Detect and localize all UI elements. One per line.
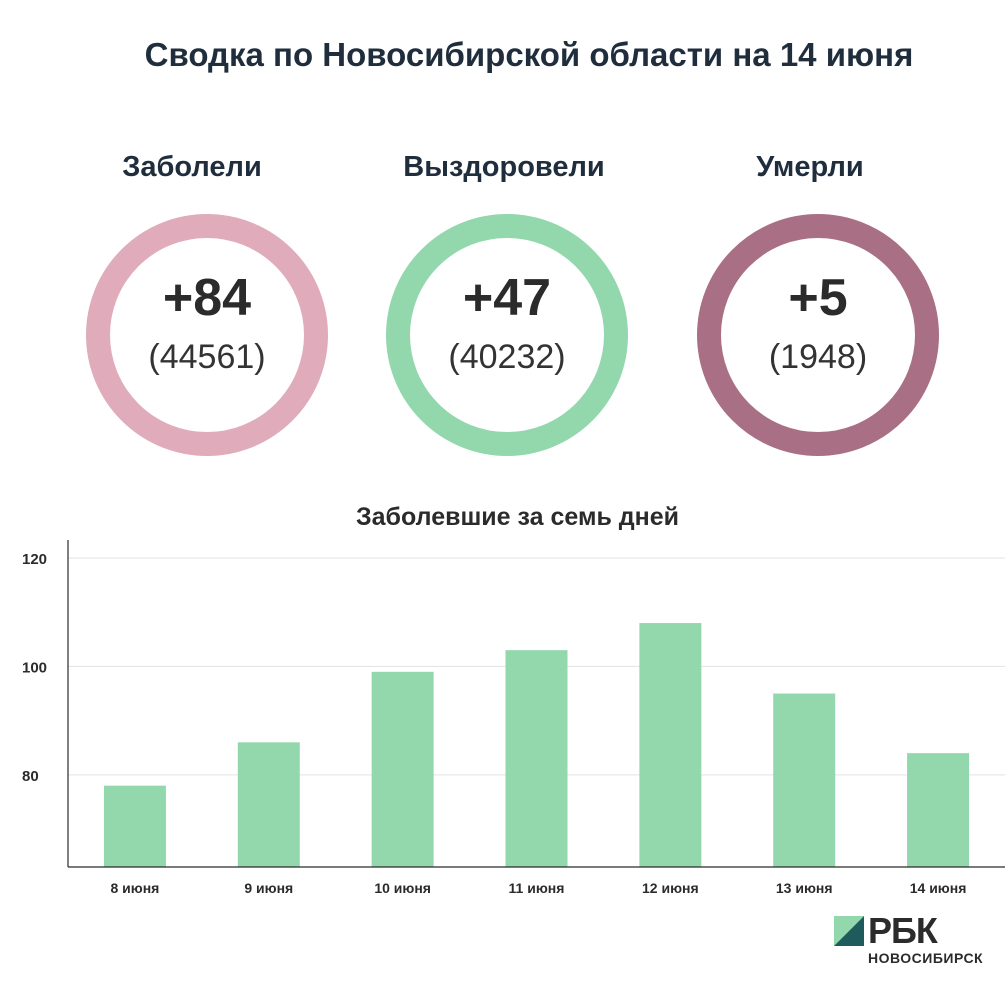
stat-infected: Заболели	[62, 145, 322, 195]
rbc-logo: РБК НОВОСИБИРСК	[834, 910, 999, 974]
x-tick-label: 10 июня	[374, 880, 431, 896]
infected-ring: +84 (44561)	[86, 214, 328, 456]
deaths-delta: +5	[788, 269, 848, 327]
infected-total: (44561)	[148, 338, 266, 376]
bar	[505, 650, 568, 867]
bar	[103, 785, 166, 867]
y-tick-label: 80	[22, 768, 39, 785]
x-tick-label: 11 июня	[509, 880, 565, 896]
bar	[639, 623, 702, 867]
x-tick-label: 8 июня	[110, 880, 159, 896]
x-tick-label: 9 июня	[244, 880, 293, 896]
stat-recovered: Выздоровели	[374, 145, 634, 195]
infected-delta: +84	[162, 269, 252, 327]
recovered-delta: +47	[462, 269, 552, 327]
bar	[237, 742, 300, 867]
rbc-logo-text: РБК	[868, 910, 938, 951]
recovered-ring: +47 (40232)	[386, 214, 628, 456]
rbc-logo-subtitle: НОВОСИБИРСК	[868, 950, 984, 966]
x-tick-label: 14 июня	[910, 880, 967, 896]
y-tick-label: 120	[22, 551, 47, 568]
x-tick-label: 12 июня	[642, 880, 699, 896]
deaths-total: (1948)	[768, 338, 868, 376]
bar	[773, 693, 836, 867]
stat-deaths: Умерли	[680, 145, 940, 195]
deaths-ring: +5 (1948)	[697, 214, 939, 456]
page-title: Сводка по Новосибирской области на 14 ию…	[144, 36, 914, 73]
y-tick-label: 100	[22, 659, 47, 676]
stat-recovered-label: Выздоровели	[403, 151, 605, 183]
stat-infected-label: Заболели	[122, 151, 262, 183]
x-tick-label: 13 июня	[776, 880, 833, 896]
stat-deaths-label: Умерли	[756, 151, 864, 183]
bar	[907, 753, 970, 867]
rbc-logo-mark-icon	[834, 916, 864, 946]
bar	[371, 671, 434, 867]
chart-title: Заболевшие за семь дней	[355, 503, 679, 531]
recovered-total: (40232)	[448, 338, 566, 376]
bar-chart: 80 100 120 8 июня 9 июня 10 июня 11 июня 12 июн…	[22, 540, 1005, 896]
